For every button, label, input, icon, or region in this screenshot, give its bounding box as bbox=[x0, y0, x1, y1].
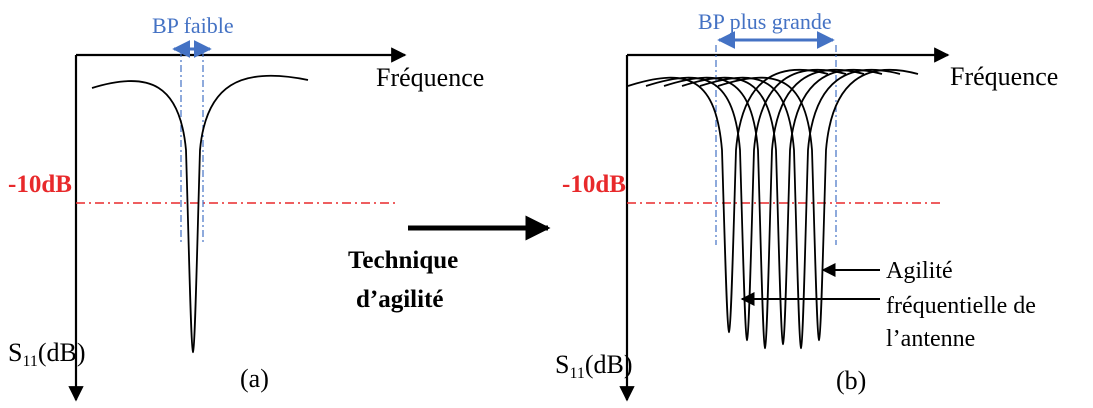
panel-a-resonance-curve bbox=[91, 74, 309, 354]
panel-b-resonance-curve-4 bbox=[681, 69, 883, 346]
technique-transition: Technique d’agilité bbox=[348, 215, 551, 313]
panel-a: BP faible Fréquence -10dB S11(dB) (a) bbox=[8, 13, 484, 402]
technique-label-line1: Technique bbox=[348, 247, 458, 274]
panel-b-annotation-line1: fréquentielle de bbox=[886, 293, 1036, 319]
panel-b-resonance-curves bbox=[627, 69, 919, 350]
panel-b-resonance-curve-6 bbox=[717, 69, 919, 342]
technique-label-line2: d’agilité bbox=[356, 286, 444, 313]
panel-b-annotation-line2: l’antenne bbox=[886, 326, 975, 352]
panel-a-y-axis-label: S11(dB) bbox=[8, 338, 86, 370]
panel-b-resonance-curve-5 bbox=[699, 69, 901, 350]
panel-b-y-axis-label: S11(dB) bbox=[555, 350, 633, 382]
panel-a-bandwidth-label: BP faible bbox=[152, 13, 234, 38]
panel-b-caption: (b) bbox=[836, 366, 866, 395]
panel-b-agility-label: Agilité bbox=[886, 258, 953, 284]
panel-a-caption: (a) bbox=[240, 364, 269, 393]
panel-a-threshold-label: -10dB bbox=[8, 171, 72, 198]
panel-a-frequency-label: Fréquence bbox=[376, 63, 484, 92]
panel-b: BP plus grande Fréquence -10dB S11(dB) (… bbox=[555, 9, 1058, 402]
panel-b-resonance-curve-3 bbox=[663, 69, 865, 350]
panel-b-frequency-label: Fréquence bbox=[950, 62, 1058, 91]
panel-b-threshold-label: -10dB bbox=[562, 171, 626, 198]
panel-b-bandwidth-label: BP plus grande bbox=[698, 9, 832, 34]
